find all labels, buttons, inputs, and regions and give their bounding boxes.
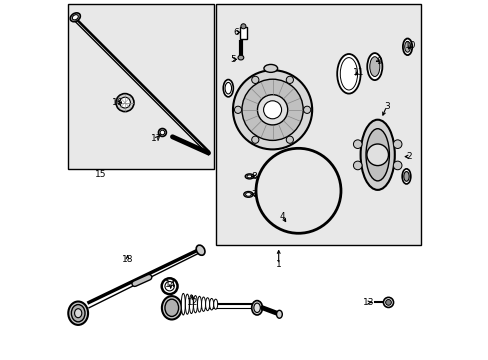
Text: 3: 3 (383, 102, 389, 111)
Circle shape (392, 161, 401, 170)
Ellipse shape (160, 130, 164, 135)
Ellipse shape (244, 192, 253, 197)
Ellipse shape (120, 97, 130, 108)
Ellipse shape (185, 294, 189, 314)
Ellipse shape (253, 303, 260, 312)
Ellipse shape (365, 129, 388, 181)
Ellipse shape (276, 310, 282, 318)
Circle shape (257, 95, 287, 125)
Ellipse shape (404, 41, 409, 52)
Circle shape (385, 300, 390, 305)
Circle shape (353, 161, 361, 170)
Ellipse shape (193, 296, 197, 313)
Text: 2: 2 (406, 152, 411, 161)
Circle shape (241, 24, 245, 29)
Bar (68, 4, 213, 169)
Ellipse shape (189, 295, 193, 314)
Ellipse shape (246, 175, 251, 178)
Circle shape (285, 136, 293, 143)
Text: 16: 16 (112, 98, 123, 107)
Circle shape (251, 76, 258, 84)
Text: 17: 17 (150, 134, 162, 143)
Ellipse shape (158, 129, 166, 136)
Text: 15: 15 (95, 170, 106, 179)
Circle shape (366, 144, 387, 166)
Text: 7: 7 (251, 190, 257, 199)
Ellipse shape (213, 299, 217, 309)
Text: 5: 5 (230, 55, 235, 64)
Circle shape (303, 106, 310, 113)
Ellipse shape (205, 298, 209, 311)
Ellipse shape (244, 174, 253, 179)
Circle shape (263, 101, 281, 119)
Ellipse shape (70, 13, 80, 22)
Text: 4: 4 (279, 212, 285, 220)
Ellipse shape (403, 172, 408, 181)
Bar (239, 27, 246, 39)
Circle shape (353, 140, 361, 148)
Ellipse shape (366, 53, 382, 80)
Ellipse shape (401, 169, 410, 184)
Ellipse shape (68, 301, 88, 325)
Text: 14: 14 (164, 280, 176, 289)
Ellipse shape (238, 55, 244, 60)
Ellipse shape (201, 297, 205, 311)
Ellipse shape (75, 309, 81, 318)
Ellipse shape (360, 120, 394, 190)
Ellipse shape (181, 293, 185, 315)
Bar (215, 4, 420, 245)
Text: 18: 18 (122, 255, 133, 264)
Text: 8: 8 (251, 172, 257, 181)
Ellipse shape (164, 299, 178, 316)
Ellipse shape (116, 94, 134, 112)
Circle shape (232, 70, 311, 149)
Ellipse shape (209, 298, 213, 310)
Ellipse shape (402, 39, 411, 55)
Text: 9: 9 (376, 57, 382, 66)
Circle shape (234, 106, 241, 113)
Ellipse shape (71, 305, 85, 322)
Text: 1: 1 (275, 260, 281, 269)
Text: 13: 13 (362, 298, 374, 307)
Ellipse shape (245, 193, 251, 196)
Text: 11: 11 (352, 68, 364, 77)
Ellipse shape (369, 57, 379, 77)
Ellipse shape (162, 296, 182, 320)
Circle shape (285, 76, 293, 84)
Circle shape (242, 79, 303, 140)
Ellipse shape (251, 301, 262, 315)
Ellipse shape (72, 15, 78, 20)
Circle shape (383, 297, 393, 307)
Ellipse shape (337, 54, 360, 94)
Circle shape (392, 140, 401, 148)
Ellipse shape (196, 245, 204, 255)
Text: 12: 12 (186, 298, 198, 307)
Ellipse shape (264, 64, 277, 72)
Text: 10: 10 (405, 41, 416, 50)
Circle shape (251, 136, 258, 143)
Ellipse shape (223, 80, 233, 97)
Text: 6: 6 (233, 28, 239, 37)
Ellipse shape (197, 296, 201, 312)
